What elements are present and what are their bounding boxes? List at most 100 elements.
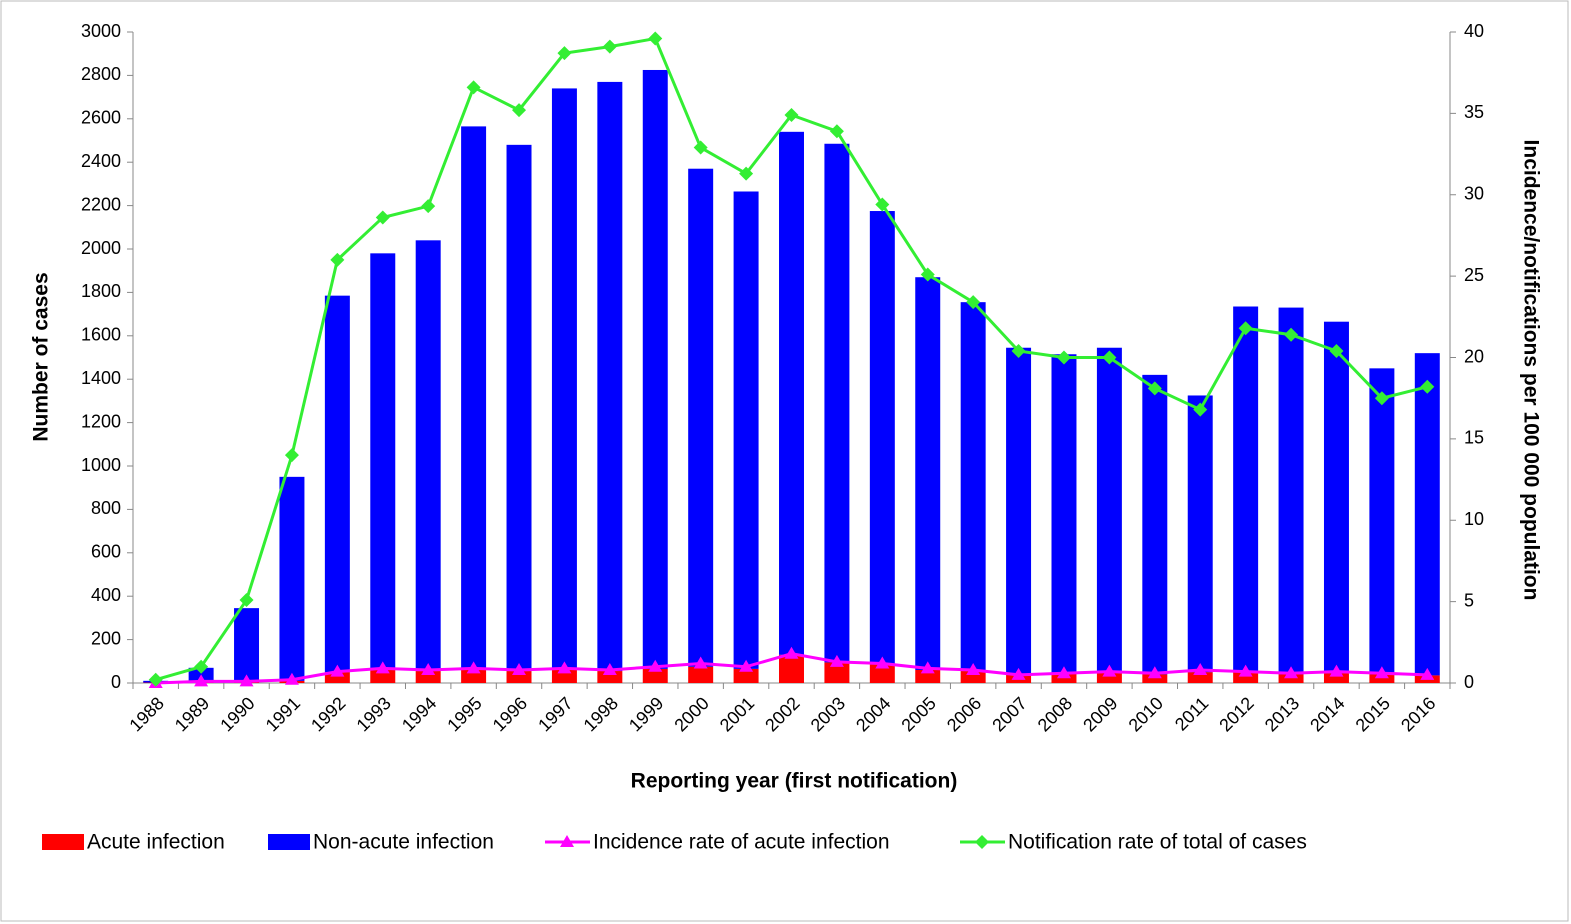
marker — [784, 646, 799, 659]
marker — [1147, 381, 1162, 396]
marker — [1420, 379, 1435, 394]
y-tick-label: 1000 — [81, 455, 121, 475]
marker — [1238, 321, 1253, 336]
marker — [693, 140, 708, 155]
marker — [148, 672, 163, 687]
bar — [1187, 395, 1213, 673]
bar — [733, 191, 759, 669]
y2-tick-label: 0 — [1464, 672, 1474, 692]
bar — [642, 668, 668, 683]
marker — [557, 661, 572, 674]
marker — [375, 210, 390, 225]
bar — [415, 240, 441, 672]
y-tick-label: 2000 — [81, 238, 121, 258]
marker — [966, 662, 981, 675]
marker — [966, 295, 981, 310]
marker — [421, 199, 436, 214]
bar — [1278, 307, 1304, 675]
y2-tick-label: 20 — [1464, 346, 1484, 366]
marker — [1102, 664, 1117, 677]
marker — [1284, 666, 1299, 679]
bar — [279, 476, 305, 681]
bar — [1096, 672, 1122, 683]
bar — [415, 671, 441, 683]
y-tick-label: 800 — [91, 498, 121, 518]
bar — [779, 131, 804, 655]
marker — [1374, 666, 1389, 679]
bar — [1233, 306, 1259, 673]
bar — [234, 608, 260, 682]
marker — [1193, 402, 1208, 417]
legend-label: Non-acute infection — [313, 831, 494, 854]
y-tick-label: 2400 — [81, 151, 121, 171]
legend-label: Incidence rate of acute infection — [593, 831, 890, 854]
bar — [960, 671, 986, 683]
legend-swatch — [42, 834, 84, 850]
marker — [1420, 667, 1435, 680]
marker — [875, 197, 890, 212]
legend-label: Notification rate of total of cases — [1008, 831, 1307, 854]
marker — [920, 267, 935, 282]
marker — [512, 662, 527, 675]
legend-label: Acute infection — [87, 831, 225, 854]
marker — [1193, 662, 1208, 675]
bar — [370, 253, 396, 670]
marker — [1056, 350, 1071, 365]
bar — [597, 81, 623, 672]
marker — [739, 166, 754, 181]
bar — [733, 668, 759, 683]
y2-tick-label: 15 — [1464, 428, 1484, 448]
y2-tick-label: 25 — [1464, 265, 1484, 285]
bar — [1323, 321, 1349, 674]
marker — [920, 661, 935, 674]
y2-tick-label: 35 — [1464, 102, 1484, 122]
bar — [960, 302, 986, 672]
bar — [1323, 673, 1349, 683]
marker — [1011, 667, 1026, 680]
bar — [597, 671, 623, 683]
legend-marker — [560, 835, 574, 847]
marker — [1056, 666, 1071, 679]
x-axis-title: Reporting year (first notification) — [631, 770, 958, 793]
marker — [284, 448, 299, 463]
bar — [1142, 674, 1168, 683]
marker — [693, 656, 708, 669]
marker — [557, 46, 572, 61]
marker — [512, 103, 527, 118]
marker — [648, 659, 663, 672]
y2-axis-title: Incidence/notifications per 100 000 popu… — [1519, 140, 1542, 601]
marker — [1329, 664, 1344, 677]
bar — [1369, 368, 1395, 675]
bar — [506, 144, 532, 672]
bar — [642, 69, 668, 669]
y-tick-label: 2200 — [81, 194, 121, 214]
bar — [824, 662, 850, 683]
marker — [239, 674, 254, 687]
bar — [915, 277, 941, 670]
y-tick-label: 1800 — [81, 281, 121, 301]
y-tick-label: 1200 — [81, 411, 121, 431]
marker — [330, 664, 345, 677]
bar — [869, 211, 895, 665]
marker — [739, 659, 754, 672]
marker — [1011, 343, 1026, 358]
marker — [1329, 343, 1344, 358]
marker — [375, 661, 390, 674]
bar — [506, 671, 532, 683]
marker — [1147, 666, 1162, 679]
marker — [829, 654, 844, 667]
y-tick-label: 400 — [91, 585, 121, 605]
marker — [1102, 350, 1117, 365]
bar — [1051, 354, 1077, 674]
bar — [688, 168, 714, 667]
bar — [779, 654, 804, 683]
marker — [648, 31, 663, 46]
marker — [829, 124, 844, 139]
y2-tick-label: 10 — [1464, 509, 1484, 529]
marker — [784, 108, 799, 123]
bar — [324, 295, 350, 673]
y-tick-label: 0 — [111, 672, 121, 692]
marker — [466, 661, 481, 674]
legend-marker — [975, 835, 989, 849]
bar — [824, 143, 850, 663]
